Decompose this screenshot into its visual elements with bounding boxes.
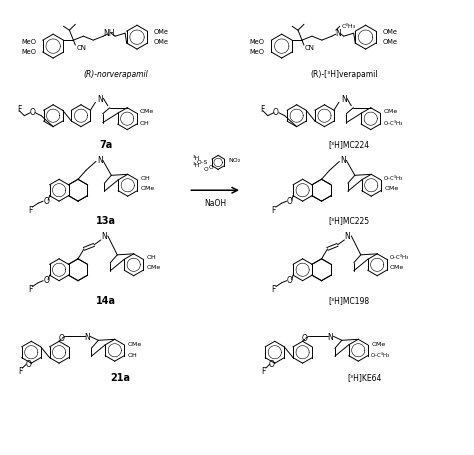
- Text: F: F: [262, 366, 266, 375]
- Text: N: N: [345, 232, 350, 241]
- Text: N: N: [97, 156, 103, 165]
- Text: F: F: [28, 284, 32, 293]
- Text: 14a: 14a: [96, 295, 116, 305]
- Text: CN: CN: [76, 45, 86, 51]
- Text: O–C³H₃: O–C³H₃: [384, 176, 403, 181]
- Text: MeO: MeO: [250, 49, 265, 55]
- Text: [³H]MC225: [³H]MC225: [329, 216, 370, 225]
- Text: 7a: 7a: [99, 139, 112, 149]
- Text: O–C³H₃: O–C³H₃: [390, 255, 410, 260]
- Text: F: F: [272, 205, 276, 214]
- Text: O: O: [29, 108, 35, 117]
- Text: MeO: MeO: [21, 49, 36, 55]
- Text: C³H₃: C³H₃: [342, 24, 356, 29]
- Text: F: F: [272, 284, 276, 293]
- Text: N: N: [101, 232, 107, 241]
- Text: O: O: [287, 196, 292, 205]
- Text: OH: OH: [146, 255, 156, 260]
- Text: N: N: [340, 156, 346, 165]
- Text: 13a: 13a: [96, 216, 116, 226]
- Text: [³H]KE64: [³H]KE64: [347, 373, 382, 382]
- Text: OMe: OMe: [128, 341, 142, 346]
- Text: F: F: [18, 366, 23, 375]
- Text: F: F: [261, 105, 265, 114]
- Text: OMe: OMe: [154, 39, 169, 45]
- Text: O: O: [204, 167, 209, 172]
- Text: (R)-[³H]verapamil: (R)-[³H]verapamil: [310, 70, 378, 79]
- Text: OMe: OMe: [371, 341, 385, 346]
- Text: O: O: [269, 359, 275, 368]
- Text: ³H: ³H: [192, 156, 200, 161]
- Text: MeO: MeO: [21, 39, 36, 45]
- Text: O: O: [25, 359, 31, 368]
- Text: F: F: [28, 205, 32, 214]
- Text: N: N: [98, 95, 103, 104]
- Text: NaOH: NaOH: [204, 198, 226, 207]
- Text: N: N: [341, 95, 347, 104]
- Text: F: F: [17, 105, 21, 114]
- Text: NH: NH: [103, 29, 115, 38]
- Text: O: O: [209, 165, 213, 170]
- Text: ³H: ³H: [192, 162, 200, 167]
- Text: N: N: [328, 332, 333, 341]
- Text: O: O: [273, 108, 279, 117]
- Text: OMe: OMe: [390, 265, 404, 270]
- Text: (R)-norverapamil: (R)-norverapamil: [83, 70, 148, 79]
- Text: NO₂: NO₂: [228, 157, 240, 162]
- Text: O–C³H₃: O–C³H₃: [383, 121, 403, 126]
- Text: 21a: 21a: [111, 372, 131, 382]
- Text: N: N: [335, 29, 341, 38]
- Text: CN: CN: [305, 45, 315, 51]
- Text: O: O: [58, 333, 64, 342]
- Text: O: O: [287, 276, 292, 284]
- Text: OMe: OMe: [140, 109, 155, 114]
- Text: OMe: OMe: [383, 109, 398, 114]
- Text: OH: OH: [140, 121, 150, 126]
- Text: OMe: OMe: [384, 185, 399, 190]
- Text: O: O: [43, 276, 49, 284]
- Text: N: N: [84, 332, 90, 341]
- Text: OMe: OMe: [383, 29, 398, 35]
- Text: OMe: OMe: [146, 265, 161, 270]
- Text: [³H]MC198: [³H]MC198: [329, 295, 370, 304]
- Text: OH: OH: [128, 352, 137, 357]
- Text: [³H]MC224: [³H]MC224: [329, 140, 370, 149]
- Text: OMe: OMe: [383, 39, 398, 45]
- Text: OH: OH: [141, 176, 150, 181]
- Text: OMe: OMe: [141, 185, 155, 190]
- Text: OMe: OMe: [154, 29, 169, 35]
- Text: O–C³H₃: O–C³H₃: [371, 352, 391, 357]
- Text: O: O: [301, 333, 308, 342]
- Text: O: O: [43, 196, 49, 205]
- Text: MeO: MeO: [250, 39, 265, 45]
- Text: O–S: O–S: [197, 160, 208, 165]
